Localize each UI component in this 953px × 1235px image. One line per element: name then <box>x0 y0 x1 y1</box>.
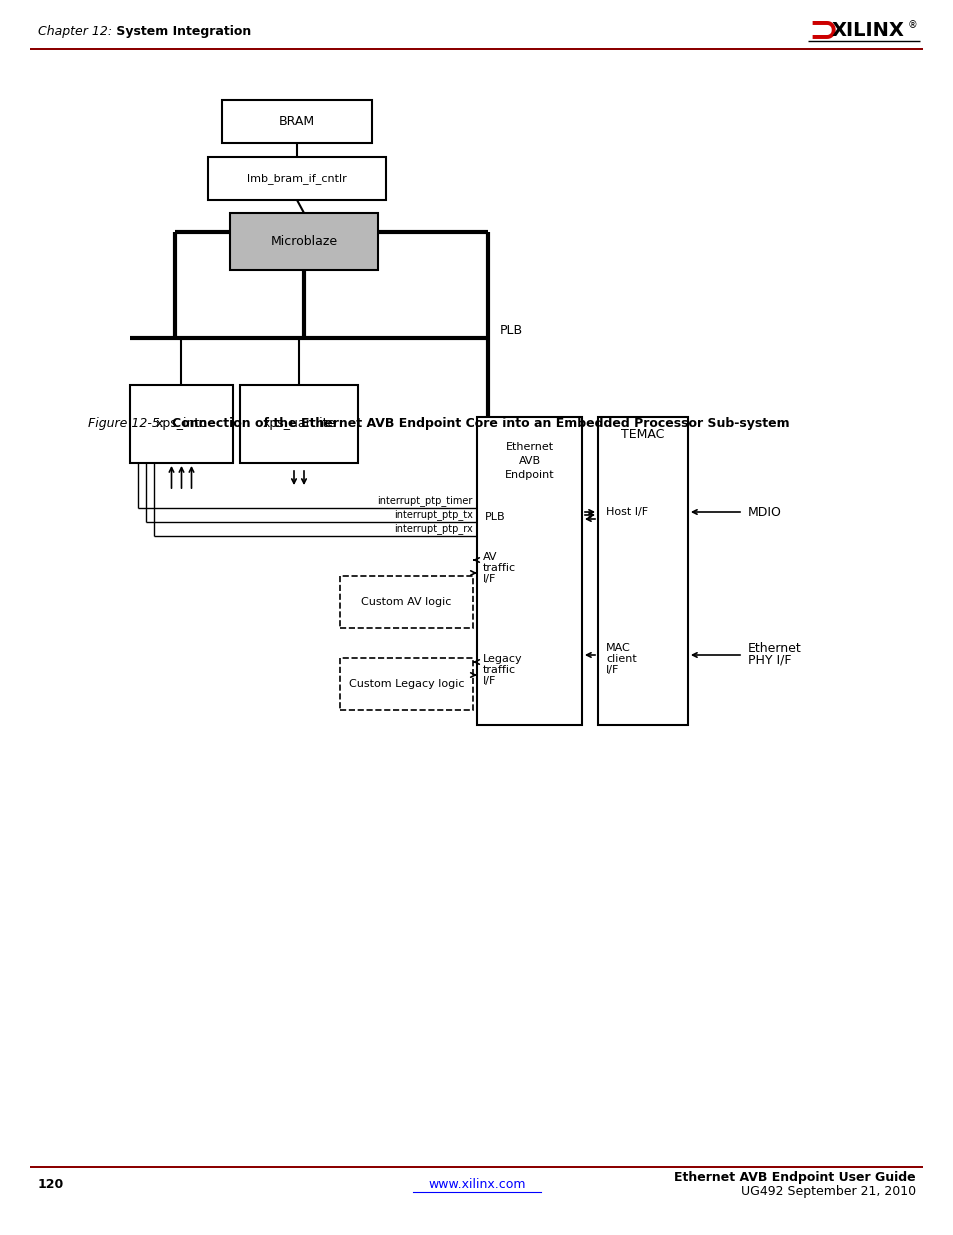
Text: XILINX: XILINX <box>831 21 904 40</box>
Text: TEMAC: TEMAC <box>620 429 664 441</box>
Text: AVB: AVB <box>517 456 540 466</box>
Text: xps_intc: xps_intc <box>155 417 207 431</box>
Text: Custom AV logic: Custom AV logic <box>361 597 451 606</box>
Text: I/F: I/F <box>482 676 496 685</box>
Text: Chapter 12:: Chapter 12: <box>38 25 112 37</box>
Text: xps_uartlite: xps_uartlite <box>262 417 335 431</box>
Text: PHY I/F: PHY I/F <box>747 653 791 667</box>
Text: I/F: I/F <box>482 574 496 584</box>
Bar <box>240 385 357 463</box>
Text: traffic: traffic <box>482 664 516 676</box>
Text: Connection of the Ethernet AVB Endpoint Core into an Embedded Processor Sub-syst: Connection of the Ethernet AVB Endpoint … <box>172 416 789 430</box>
Text: Ethernet: Ethernet <box>747 641 801 655</box>
Text: Host I/F: Host I/F <box>605 508 647 517</box>
Text: BRAM: BRAM <box>278 115 314 128</box>
Text: traffic: traffic <box>482 563 516 573</box>
Text: interrupt_ptp_rx: interrupt_ptp_rx <box>394 524 473 535</box>
Text: client: client <box>605 655 636 664</box>
Text: PLB: PLB <box>499 324 522 336</box>
Text: Figure 12-5:: Figure 12-5: <box>88 416 164 430</box>
Text: interrupt_ptp_tx: interrupt_ptp_tx <box>394 510 473 520</box>
Bar <box>130 385 233 463</box>
Text: Microblaze: Microblaze <box>270 235 337 248</box>
Text: Endpoint: Endpoint <box>504 471 554 480</box>
Bar <box>222 100 372 143</box>
Bar <box>30 47 923 49</box>
Text: Custom Legacy logic: Custom Legacy logic <box>349 679 464 689</box>
Bar <box>598 417 687 725</box>
Text: MDIO: MDIO <box>747 505 781 519</box>
Bar <box>230 212 377 270</box>
Text: Legacy: Legacy <box>482 655 522 664</box>
Text: Ethernet: Ethernet <box>505 442 553 452</box>
Bar <box>339 576 473 629</box>
Text: 120: 120 <box>38 1178 64 1192</box>
Text: ⊃: ⊃ <box>807 14 838 47</box>
Text: AV: AV <box>482 552 497 562</box>
Text: UG492 September 21, 2010: UG492 September 21, 2010 <box>740 1186 915 1198</box>
Bar <box>339 658 473 710</box>
Text: www.xilinx.com: www.xilinx.com <box>428 1178 525 1192</box>
Text: ®: ® <box>907 20 917 30</box>
Bar <box>208 157 386 200</box>
Bar <box>476 417 581 725</box>
Text: I/F: I/F <box>605 664 618 676</box>
Bar <box>30 1166 923 1168</box>
Text: Ethernet AVB Endpoint User Guide: Ethernet AVB Endpoint User Guide <box>674 1172 915 1184</box>
Text: MAC: MAC <box>605 643 630 653</box>
Text: System Integration: System Integration <box>112 25 251 37</box>
Text: interrupt_ptp_timer: interrupt_ptp_timer <box>377 495 473 506</box>
Text: PLB: PLB <box>484 513 505 522</box>
Text: lmb_bram_if_cntlr: lmb_bram_if_cntlr <box>247 173 347 184</box>
